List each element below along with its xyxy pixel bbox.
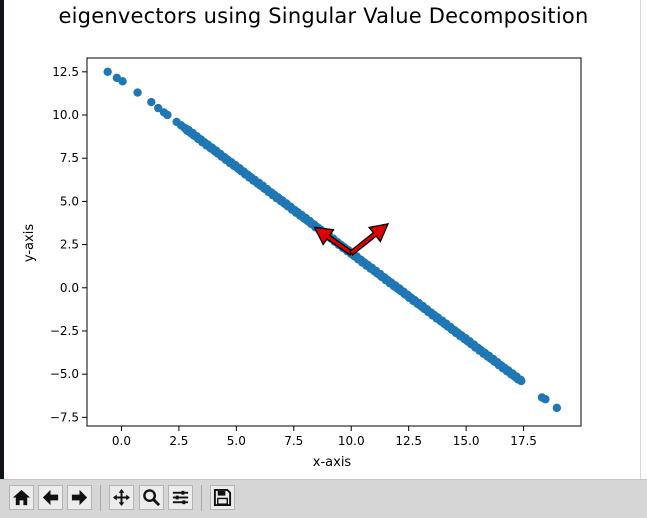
eigenvector-arrow [348, 222, 390, 256]
background-terminal-strip [0, 0, 4, 517]
y-tick-label: 7.5 [60, 151, 79, 165]
forward-button[interactable] [67, 485, 92, 510]
back-arrow-icon [42, 489, 59, 506]
home-button[interactable] [9, 485, 34, 510]
y-tick-label: 12.5 [52, 65, 79, 79]
x-tick-label: 2.5 [169, 434, 188, 448]
zoom-icon [143, 489, 161, 507]
configure-subplots-icon [172, 490, 189, 505]
y-tick-label: −5.0 [50, 367, 79, 381]
data-point [516, 375, 525, 385]
axes-frame [86, 57, 582, 427]
zoom-button[interactable] [139, 485, 164, 510]
toolbar-separator [100, 485, 101, 511]
eigenvector-arrows [313, 222, 390, 256]
data-point [147, 97, 156, 107]
x-tick-label: 12.5 [395, 434, 422, 448]
pan-button[interactable] [109, 485, 134, 510]
data-point [133, 88, 142, 97]
x-tick-label: 15.0 [453, 434, 480, 448]
y-tick-label: 5.0 [60, 194, 79, 208]
x-tick-label: 10.0 [338, 434, 365, 448]
x-tick-label: 5.0 [227, 434, 246, 448]
y-tick-label: −2.5 [50, 324, 79, 338]
data-point [163, 110, 172, 120]
y-tick-label: 0.0 [60, 281, 79, 295]
y-tick-label: 10.0 [52, 108, 79, 122]
x-tick-label: 7.5 [284, 434, 303, 448]
window-right-edge [640, 0, 647, 517]
pan-icon [112, 488, 131, 507]
data-point [154, 103, 163, 113]
y-axis-label: y-axis [22, 224, 37, 262]
navigation-toolbar [0, 479, 647, 518]
eigenvector-arrow [313, 226, 354, 256]
x-tick-label: 0.0 [112, 434, 131, 448]
save-button[interactable] [210, 485, 235, 510]
data-point [118, 77, 127, 86]
data-point [552, 403, 562, 413]
save-icon [213, 488, 232, 507]
data-point [103, 67, 112, 77]
y-axis-ticks: −7.5 −5.0 −2.5 0.0 2.5 5.0 7.5 10.0 12.5 [50, 65, 87, 424]
y-tick-label: −7.5 [50, 410, 79, 424]
scatter-plot: 0.0 2.5 5.0 7.5 10.0 12.5 15.0 17.5 −7.5 −5.0 −2.… [22, 57, 582, 470]
x-axis-ticks: 0.0 2.5 5.0 7.5 10.0 12.5 15.0 17.5 [112, 426, 537, 448]
toolbar-separator [201, 485, 202, 511]
y-tick-label: 2.5 [60, 238, 79, 252]
home-icon [12, 489, 31, 506]
back-button[interactable] [38, 485, 63, 510]
configure-subplots-button[interactable] [168, 485, 193, 510]
data-point [541, 395, 550, 404]
x-tick-label: 17.5 [510, 434, 537, 448]
x-axis-label: x-axis [313, 455, 352, 470]
forward-arrow-icon [71, 489, 88, 506]
chart-title: eigenvectors using Singular Value Decomp… [58, 4, 589, 28]
